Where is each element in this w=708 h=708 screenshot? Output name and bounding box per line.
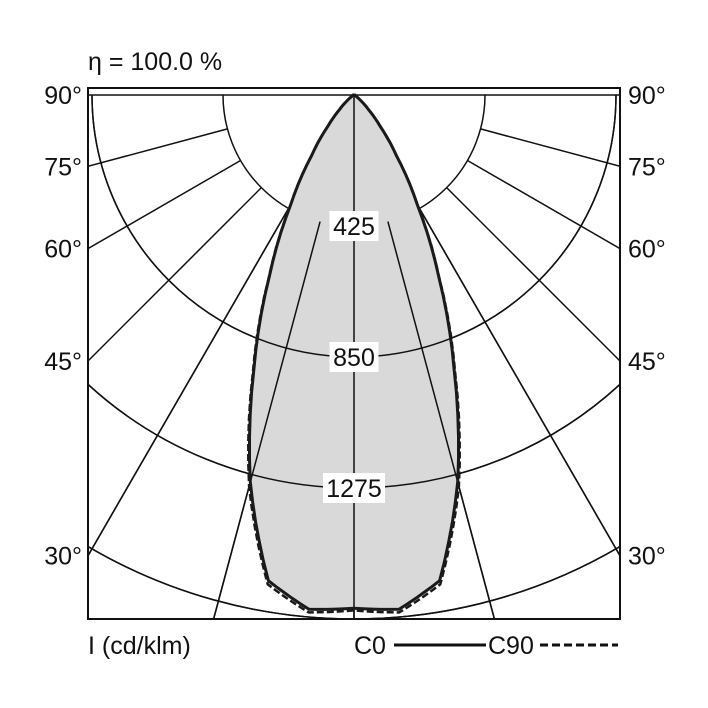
- radial-label-bg: [329, 211, 379, 241]
- angle-gridline-15: [212, 221, 321, 619]
- angle-gridline-75: [480, 128, 620, 168]
- angle-tick-label-right: 30°: [628, 543, 666, 571]
- angle-tick-label-left: 30°: [44, 543, 82, 571]
- series-C0-line: [248, 93, 460, 611]
- angle-tick-label-right: 45°: [628, 348, 666, 376]
- unit-label: I (cd/klm): [88, 632, 191, 660]
- angle-gridline-30: [88, 208, 290, 557]
- angle-gridline-60: [88, 159, 241, 250]
- angle-tick-label-right: 75°: [628, 153, 666, 181]
- radial-label-bg: [323, 473, 385, 503]
- angle-gridline-75: [88, 128, 228, 168]
- angle-gridline-30: [418, 208, 620, 557]
- radial-tick-label: 425: [333, 213, 375, 241]
- legend-C90-label: C90: [488, 632, 534, 660]
- legend-C0-label: C0: [354, 632, 386, 660]
- radial-tick-label: 1275: [326, 475, 382, 503]
- radial-gridline-1700: [88, 545, 620, 619]
- radial-label-bg: [329, 342, 379, 372]
- radial-tick-label: 850: [333, 344, 375, 372]
- angle-tick-label-left: 60°: [44, 236, 82, 264]
- angle-gridline-45: [446, 187, 620, 362]
- angle-gridline-15: [387, 221, 496, 619]
- chart-title: η = 100.0 %: [88, 48, 222, 76]
- angle-tick-label-right: 60°: [628, 236, 666, 264]
- angle-gridline-60: [467, 159, 620, 250]
- angle-tick-label-left: 45°: [44, 348, 82, 376]
- angle-tick-label-left: 75°: [44, 153, 82, 181]
- angle-tick-label-right: 90°: [628, 82, 666, 110]
- angle-gridline-45: [88, 187, 262, 362]
- plot-frame: [87, 87, 621, 620]
- angle-tick-label-left: 90°: [44, 82, 82, 110]
